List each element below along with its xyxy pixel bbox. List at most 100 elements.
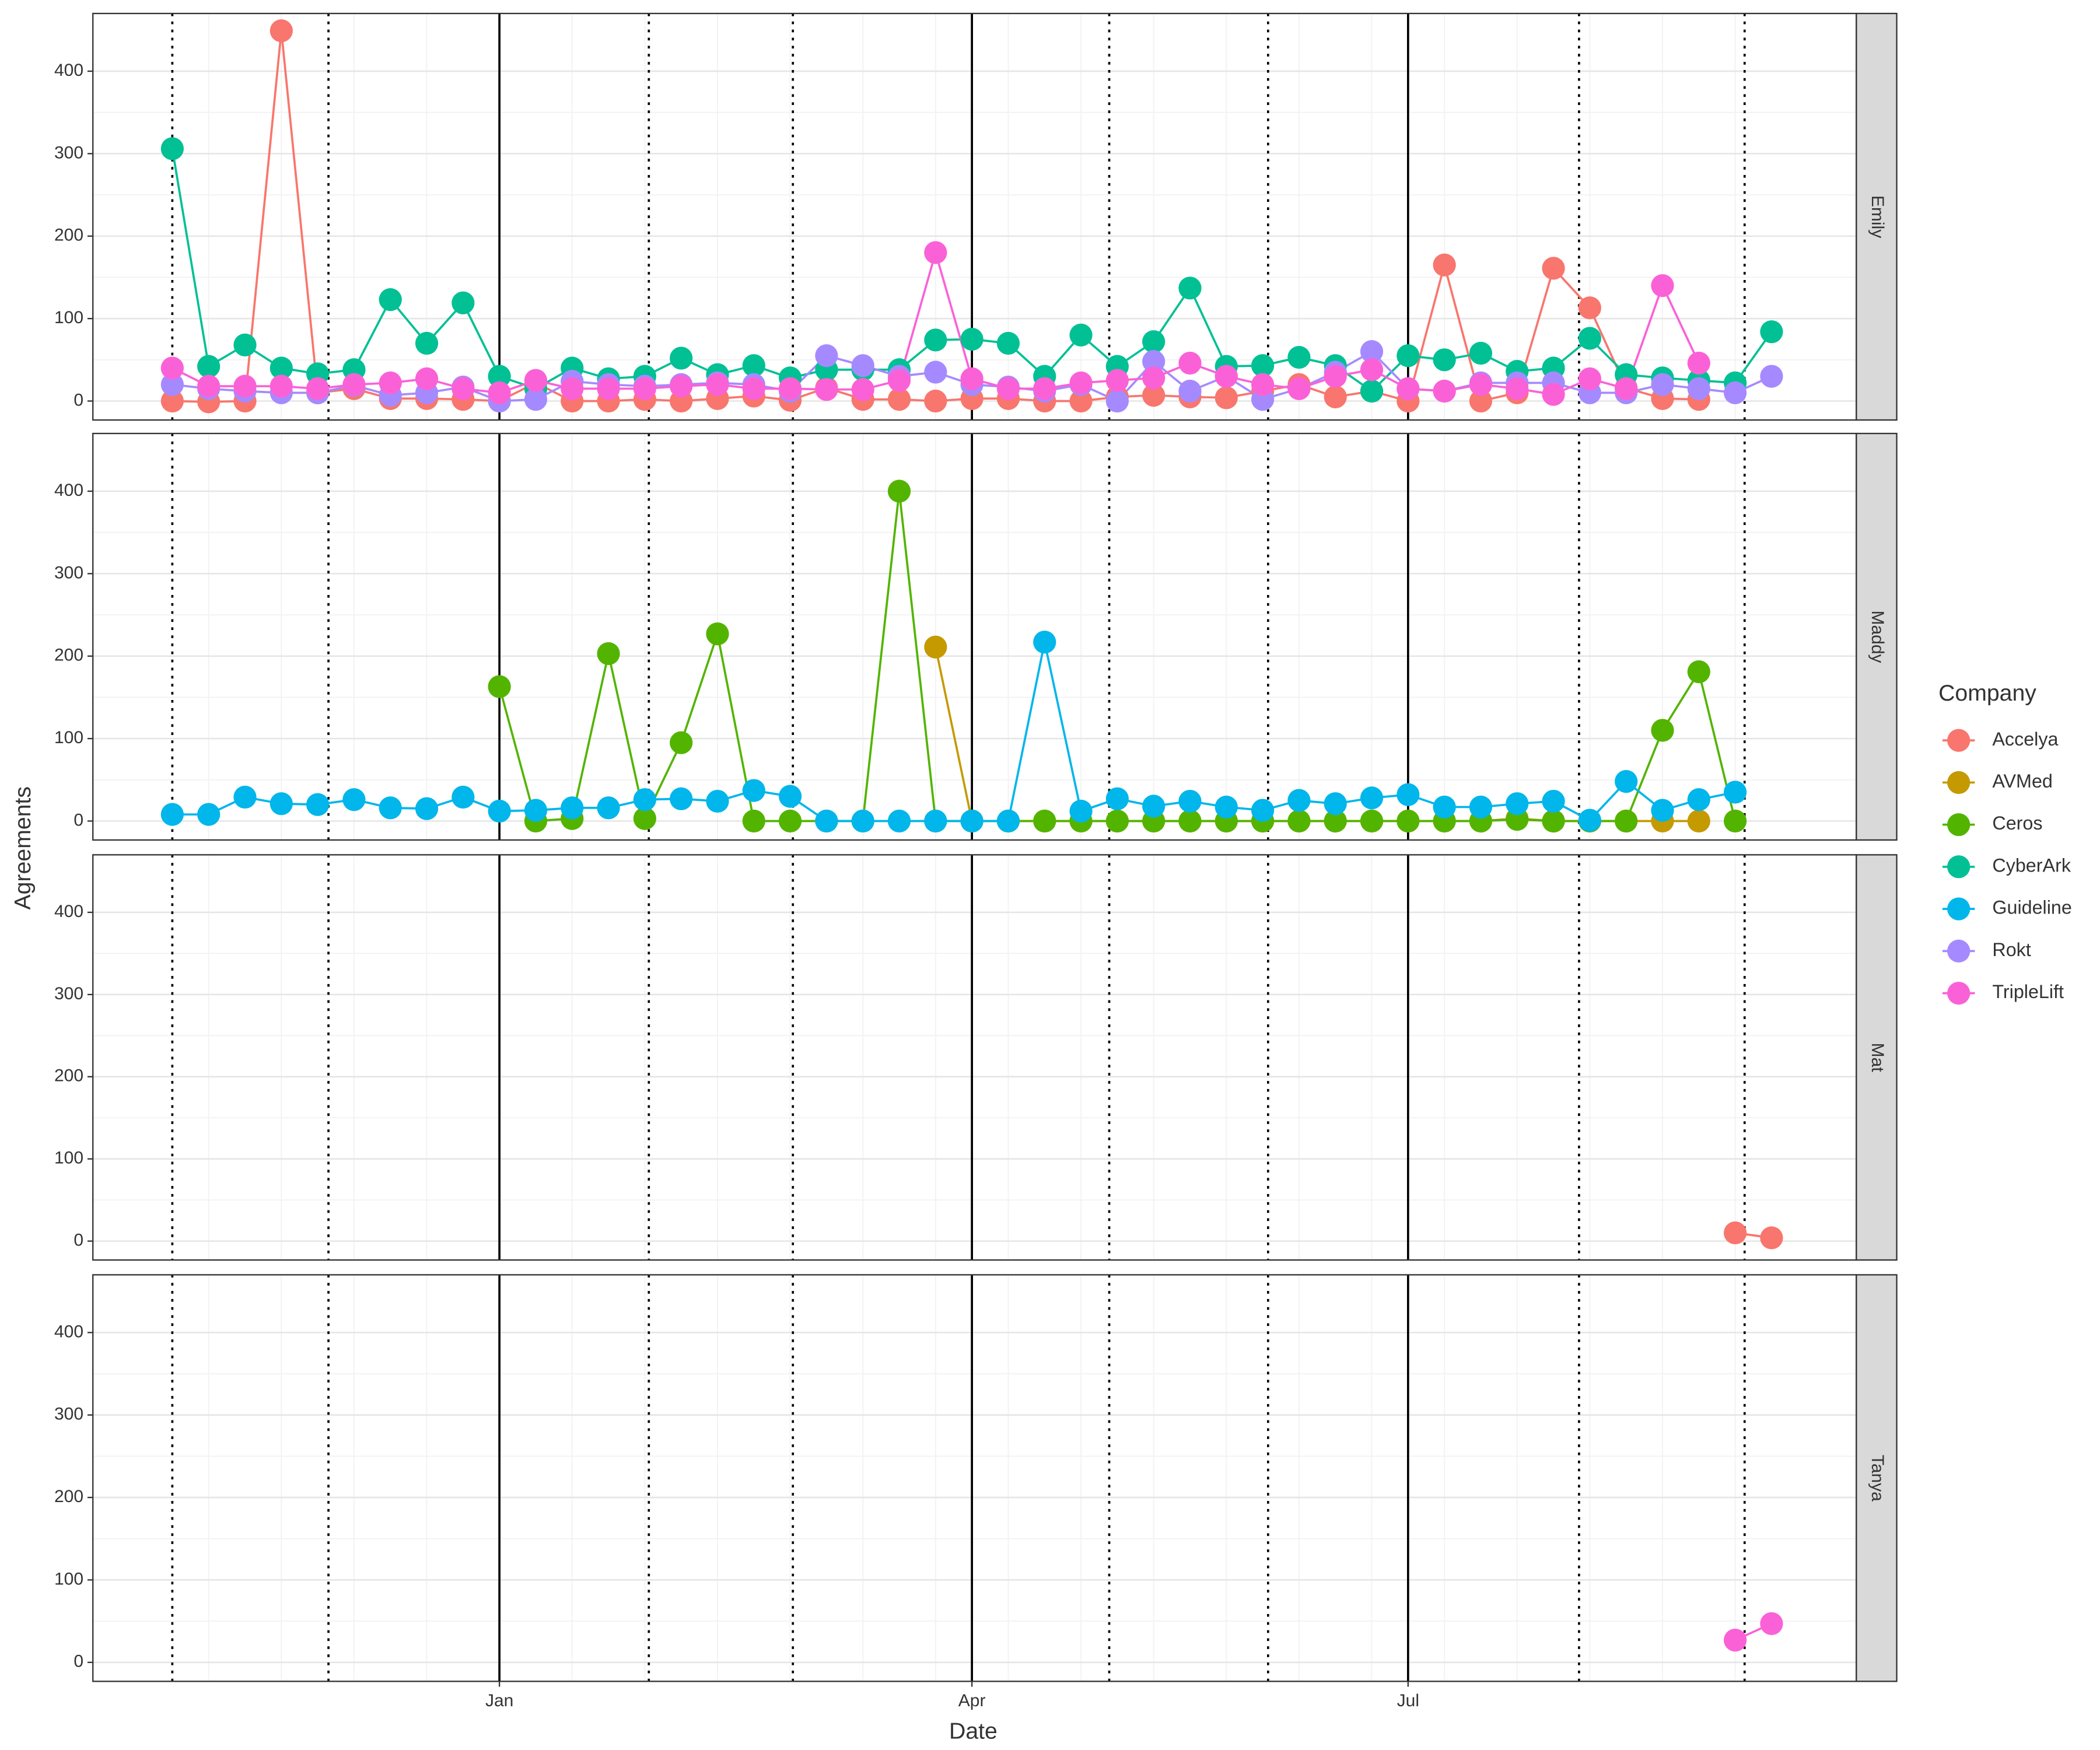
data-point <box>1724 809 1747 833</box>
x-axis-title: Date <box>949 1718 998 1744</box>
data-point <box>379 371 402 395</box>
data-point <box>1033 809 1056 833</box>
data-point <box>1142 330 1166 354</box>
data-point <box>160 137 184 160</box>
data-point <box>924 241 947 264</box>
data-point <box>1433 253 1456 276</box>
data-point <box>1033 631 1056 654</box>
data-point <box>1396 344 1420 368</box>
data-point <box>670 731 693 754</box>
data-point <box>1360 809 1384 833</box>
legend-key <box>1947 729 1971 752</box>
data-point <box>1760 365 1783 388</box>
data-point <box>887 388 911 411</box>
panel-background <box>93 433 1857 840</box>
y-tick-label: 400 <box>54 1322 83 1341</box>
data-point <box>924 389 947 413</box>
legend-label: TripleLift <box>1992 981 2064 1002</box>
data-point <box>233 785 257 809</box>
y-tick-label: 100 <box>54 1149 83 1168</box>
y-tick-label: 300 <box>54 1405 83 1424</box>
data-point <box>561 377 584 400</box>
data-point <box>633 807 656 830</box>
data-point <box>452 291 475 314</box>
data-point <box>1469 795 1493 819</box>
data-point <box>1324 809 1347 833</box>
y-tick-label: 100 <box>54 728 83 747</box>
x-tick-label: Jul <box>1397 1691 1419 1710</box>
data-point <box>960 809 984 833</box>
data-point <box>1324 792 1347 816</box>
y-tick-label: 100 <box>54 1569 83 1588</box>
data-point <box>488 381 511 404</box>
data-point <box>1724 1629 1747 1652</box>
strip <box>1856 12 1898 421</box>
data-point <box>1469 373 1493 396</box>
data-point <box>1033 377 1056 400</box>
data-point <box>1142 350 1166 373</box>
data-point <box>924 635 947 659</box>
y-tick-label: 200 <box>54 1487 83 1506</box>
y-tick-label: 400 <box>54 481 83 500</box>
data-point <box>1578 327 1601 350</box>
data-point <box>1360 786 1384 810</box>
data-point <box>960 367 984 390</box>
data-point <box>1542 789 1565 813</box>
data-point <box>706 622 729 646</box>
data-point <box>1142 794 1166 818</box>
data-point <box>270 374 293 398</box>
legend-label: Ceros <box>1992 813 2042 834</box>
data-point <box>815 809 838 833</box>
data-point <box>1178 789 1202 813</box>
data-point <box>742 354 765 377</box>
legend-key <box>1947 982 1971 1005</box>
data-point <box>742 809 765 833</box>
data-point <box>779 785 802 808</box>
data-point <box>1469 341 1493 365</box>
data-point <box>996 331 1020 355</box>
data-point <box>815 344 838 368</box>
data-point <box>1578 296 1601 320</box>
data-point <box>1396 809 1420 833</box>
strip-label: Maddy <box>1868 611 1887 663</box>
data-point <box>1105 369 1129 392</box>
data-point <box>1687 351 1710 375</box>
y-tick-label: 400 <box>54 902 83 921</box>
data-point <box>1360 340 1384 363</box>
data-point <box>452 377 475 400</box>
data-point <box>1287 345 1311 369</box>
data-point <box>597 796 620 820</box>
data-point <box>1105 809 1129 833</box>
data-point <box>488 799 511 823</box>
data-point <box>1578 367 1601 390</box>
data-point <box>924 360 947 384</box>
data-point <box>1178 379 1202 403</box>
data-point <box>1142 366 1166 390</box>
data-point <box>160 803 184 826</box>
data-point <box>379 796 402 820</box>
legend-key <box>1947 939 1971 963</box>
data-point <box>488 365 511 388</box>
data-point <box>1506 792 1529 816</box>
data-point <box>1506 808 1529 831</box>
data-point <box>1214 386 1238 410</box>
data-point <box>779 377 802 400</box>
data-point <box>233 333 257 356</box>
strip-label: Tanya <box>1868 1455 1887 1502</box>
data-point <box>1214 795 1238 819</box>
legend-key <box>1947 897 1971 921</box>
legend-title: Company <box>1938 680 2036 706</box>
legend-key <box>1947 855 1971 878</box>
data-point <box>342 373 366 396</box>
data-point <box>1687 809 1710 833</box>
data-point <box>851 378 874 401</box>
x-tick-label: Jan <box>485 1691 513 1710</box>
data-point <box>160 389 184 413</box>
y-tick-label: 200 <box>54 1066 83 1086</box>
data-point <box>779 809 802 833</box>
data-point <box>670 787 693 810</box>
data-point <box>233 374 257 398</box>
data-point <box>887 809 911 833</box>
